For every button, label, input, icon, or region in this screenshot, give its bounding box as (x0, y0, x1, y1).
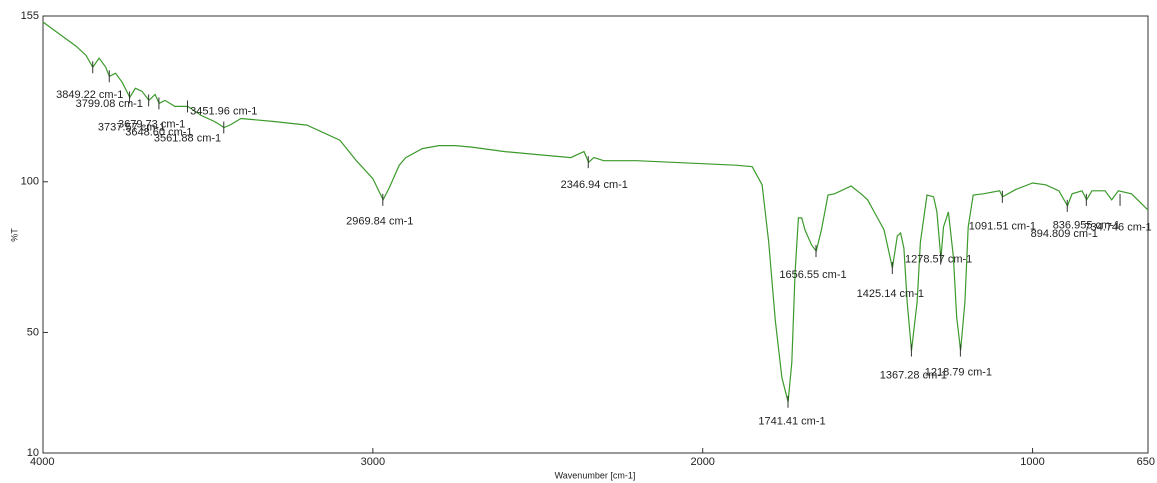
y-tick-label: 100 (21, 176, 39, 188)
peak-label: 3451.96 cm-1 (190, 105, 257, 117)
peak-label: 2969.84 cm-1 (346, 216, 413, 228)
y-tick-label: 50 (27, 326, 39, 338)
peak-label: 2346.94 cm-1 (561, 179, 628, 191)
x-tick-label: 4000 (30, 456, 54, 468)
peak-label: 894.809 cm-1 (1031, 228, 1098, 240)
peak-label: 3561.88 cm-1 (154, 132, 221, 144)
peak-label: 3849.22 cm-1 (56, 89, 123, 101)
peak-label: 734.746 cm-1 (1084, 222, 1151, 234)
peak-label: 1367.28 cm-1 (880, 369, 947, 381)
y-tick-label: 155 (21, 10, 39, 22)
x-tick-label: 2000 (690, 456, 714, 468)
peak-label: 1425.14 cm-1 (857, 288, 924, 300)
y-axis-label: %T (9, 228, 19, 242)
x-tick-label: 650 (1137, 456, 1155, 468)
y-tick-label: 10 (27, 447, 39, 459)
peak-label: 3648.60 cm-1 (125, 126, 192, 138)
peak-label: 3679.73 cm-1 (118, 118, 185, 130)
peak-label: 1091.51 cm-1 (969, 221, 1036, 233)
peak-label: 1741.41 cm-1 (758, 416, 825, 428)
peak-label: 1656.55 cm-1 (779, 269, 846, 281)
plot-frame (42, 15, 1149, 454)
x-tick-label: 3000 (361, 456, 385, 468)
spectrum-line (42, 21, 1149, 402)
peak-label: 3799.08 cm-1 (76, 98, 143, 110)
peak-label: 3737.57 cm-1 (98, 121, 165, 133)
peak-label: 1218.79 cm-1 (925, 366, 992, 378)
x-tick-label: 1000 (1020, 456, 1044, 468)
peak-label: 1278.57 cm-1 (905, 254, 972, 266)
peak-label: 836.955 cm-1 (1053, 220, 1120, 232)
x-axis-label: Wavenumber [cm-1] (555, 470, 636, 480)
